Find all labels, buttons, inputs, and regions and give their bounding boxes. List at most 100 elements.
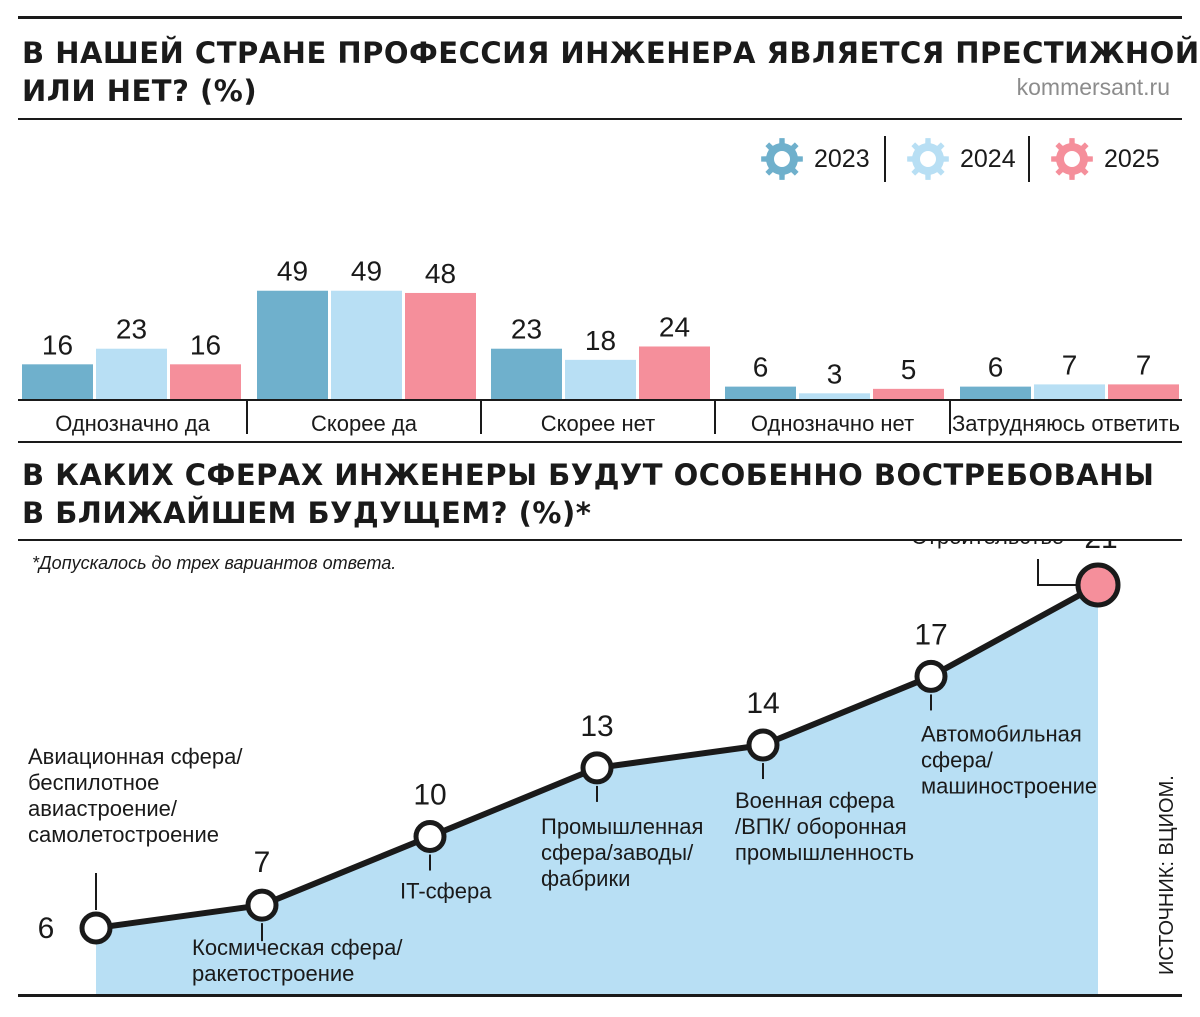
data-label: 23	[116, 314, 147, 345]
point-label-line: Автомобильная	[921, 721, 1082, 746]
top-rule	[18, 16, 1182, 19]
point-label: Военная сфера/ВПК/ оборонная промышленнос…	[735, 788, 914, 865]
bar-2025	[873, 388, 944, 400]
highlight-point	[1075, 562, 1121, 608]
chart1-title-line1: В НАШЕЙ СТРАНЕ ПРОФЕССИЯ ИНЖЕНЕРА ЯВЛЯЕТ…	[22, 36, 1200, 70]
data-label: 23	[511, 314, 542, 345]
legend-item-2025: 2025	[1050, 137, 1160, 181]
line-chart: 6 Авиационная сфера/беспилотное авиастроен…	[28, 540, 1121, 995]
gear-icon	[1051, 138, 1093, 180]
data-point	[245, 888, 279, 922]
legend-item-2024: 2024	[906, 137, 1016, 181]
value-label: 21	[1084, 540, 1117, 555]
data-label: 16	[190, 329, 221, 360]
section2-top-rule	[18, 441, 1182, 443]
category-label: Затрудняюсь ответить	[952, 411, 1180, 436]
point-label-line: Строительство	[911, 540, 1064, 549]
bar-2024	[96, 348, 167, 400]
point-label-line: Космическая сфера/	[192, 935, 403, 960]
chart1-title: В НАШЕЙ СТРАНЕ ПРОФЕССИЯ ИНЖЕНЕРА ЯВЛЯЕТ…	[22, 34, 1200, 110]
legend: 2023 2024 2025	[760, 136, 1170, 182]
data-point	[746, 728, 780, 762]
point-label-line: авиастроение/	[28, 796, 178, 821]
value-label: 10	[413, 779, 446, 812]
point-label-line: промышленность	[735, 840, 914, 865]
legend-divider	[884, 136, 886, 182]
point-label-line: IT-сфера	[400, 879, 492, 904]
data-label: 16	[42, 329, 73, 360]
chart2-title-line2: В БЛИЖАЙШЕМ БУДУЩЕМ? (%)*	[22, 496, 592, 530]
bar-2024	[565, 359, 636, 400]
chart2-title-line1: В КАКИХ СФЕРАХ ИНЖЕНЕРЫ БУДУТ ОСОБЕННО В…	[22, 458, 1155, 492]
section2-header-rule	[18, 539, 1182, 541]
point-label-line: машиностроение	[921, 773, 1097, 798]
legend-item-2023: 2023	[760, 137, 870, 181]
data-label: 49	[277, 256, 308, 287]
category-label: Скорее нет	[541, 411, 656, 436]
bar-2023	[725, 386, 796, 400]
bar-2023	[22, 364, 93, 400]
legend-label-2023: 2023	[814, 144, 870, 173]
bar-2024	[331, 290, 402, 400]
data-label: 3	[827, 358, 843, 389]
point-label-line: фабрики	[541, 866, 630, 891]
data-label: 18	[585, 325, 616, 356]
bar-2023	[257, 290, 328, 400]
point-label-line: сфера/заводы/	[541, 840, 694, 865]
data-label: 7	[1136, 349, 1152, 380]
data-label: 6	[988, 352, 1004, 383]
bar-2023	[960, 386, 1031, 400]
bottom-rule	[18, 994, 1182, 997]
point-label-line: ракетостроение	[192, 961, 354, 986]
category-label: Однозначно нет	[751, 411, 914, 436]
point-label: Промышленная сфера/заводы/фабрики	[541, 814, 703, 891]
data-label: 6	[753, 352, 769, 383]
source-site: kommersant.ru	[1016, 74, 1170, 100]
point-label: IT-сфера	[400, 879, 492, 904]
source-note: ИСТОЧНИК: ВЦИОМ.	[1156, 775, 1178, 975]
bar-2023	[491, 348, 562, 400]
bar-2024	[1034, 384, 1105, 400]
data-point	[79, 911, 113, 945]
point-label-line: самолетостроение	[28, 822, 219, 847]
footnote: *Допускалось до трех вариантов ответа.	[32, 553, 397, 573]
point-label-line: Промышленная	[541, 814, 703, 839]
point-label: Строительство	[911, 540, 1064, 549]
bar-2024	[799, 393, 870, 400]
category-label: Однозначно да	[55, 411, 210, 436]
point-label: Авиационная сфера/беспилотное авиастроени…	[28, 744, 243, 847]
value-label: 14	[746, 687, 779, 720]
point-label: Космическая сфера/ракетостроение	[192, 935, 403, 986]
point-label: Автомобильная сфера/машиностроение	[921, 721, 1097, 798]
data-point	[914, 659, 948, 693]
legend-divider	[1028, 136, 1030, 182]
category-label: Скорее да	[311, 411, 418, 436]
chart1-title-line2: ИЛИ НЕТ? (%)	[22, 74, 258, 108]
legend-label-2024: 2024	[960, 144, 1016, 173]
gear-icon	[907, 138, 949, 180]
value-label: 17	[914, 618, 947, 651]
bar-2025	[639, 346, 710, 400]
point-label-line: сфера/	[921, 747, 994, 772]
gear-icon	[761, 138, 803, 180]
data-label: 5	[901, 354, 917, 385]
point-label-line: беспилотное	[28, 770, 159, 795]
point-label-line: Военная сфера	[735, 788, 895, 813]
data-point	[580, 751, 614, 785]
data-label: 7	[1062, 349, 1078, 380]
data-point	[413, 820, 447, 854]
bar-2025	[1108, 384, 1179, 400]
data-label: 49	[351, 256, 382, 287]
bar-2025	[170, 364, 241, 400]
point-label-line: /ВПК/ оборонная	[735, 814, 907, 839]
chart2-title: В КАКИХ СФЕРАХ ИНЖЕНЕРЫ БУДУТ ОСОБЕННО В…	[22, 456, 1154, 532]
legend-label-2025: 2025	[1104, 144, 1160, 173]
bar-2025	[405, 292, 476, 400]
value-label: 6	[38, 912, 55, 945]
leader-line	[1037, 558, 1078, 586]
point-label-line: Авиационная сфера/	[28, 744, 243, 769]
header-rule	[18, 118, 1182, 120]
bar-chart: Однозначно да Скорее да Скорее нет Однознач…	[18, 256, 1182, 436]
value-label: 7	[254, 846, 271, 879]
value-label: 13	[580, 710, 613, 743]
